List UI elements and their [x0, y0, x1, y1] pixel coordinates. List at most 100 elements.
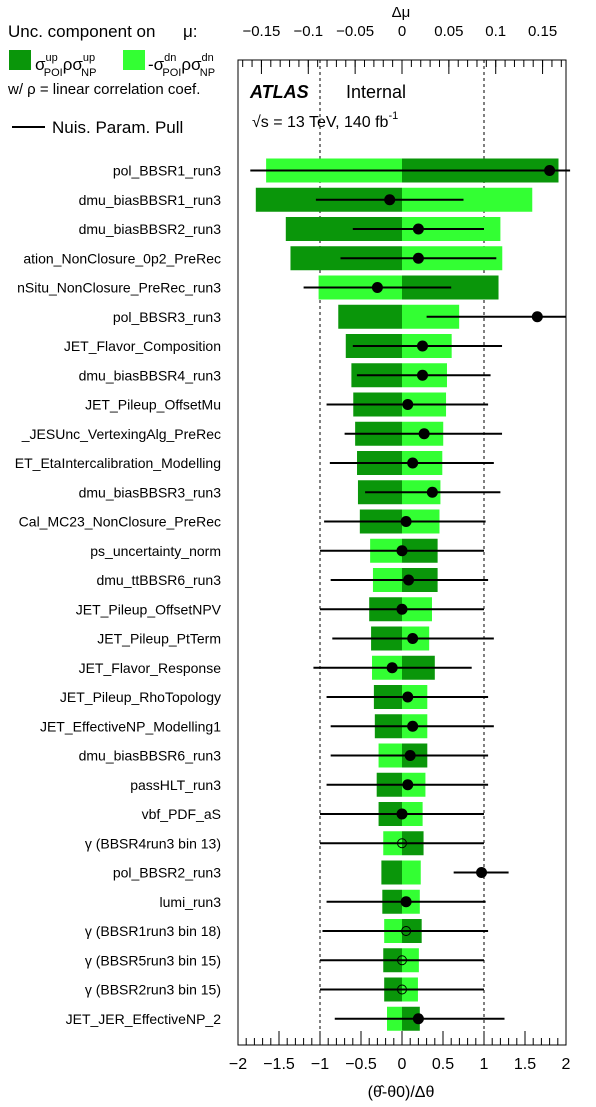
top-tick-label: 0.15 — [528, 23, 557, 40]
bottom-tick-label: 0 — [398, 1056, 407, 1073]
category-label: JET_JER_EffectiveNP_2 — [66, 1011, 222, 1027]
legend-down-swatch — [123, 50, 145, 70]
bottom-tick-label: −1 — [311, 1056, 329, 1073]
pull-marker — [418, 428, 430, 440]
pull-marker — [476, 867, 488, 878]
pull-marker — [412, 1013, 424, 1025]
pull-marker — [400, 896, 412, 908]
legend: Unc. component on μ: σup POIρσup NP -σdn PO… — [7, 22, 215, 137]
pull-marker — [386, 662, 398, 674]
category-label: γ (BBSR2run3 bin 15) — [85, 982, 221, 998]
category-label: γ (BBSR1run3 bin 18) — [85, 923, 221, 939]
legend-up-sub1: POI — [44, 67, 63, 79]
category-label: dmu_biasBBSR3_run3 — [79, 484, 222, 500]
legend-up-swatch — [9, 50, 31, 70]
category-label: lumi_run3 — [160, 894, 222, 910]
category-label: Cal_MC23_NonClosure_PreRec — [19, 514, 221, 530]
legend-dn-sub2: NP — [200, 67, 215, 79]
bar-up — [381, 860, 402, 885]
bar-up — [338, 304, 402, 329]
top-tick-label: −0.05 — [336, 23, 374, 40]
legend-up-sigma: σ — [35, 55, 46, 74]
category-label: dmu_biasBBSR1_run3 — [79, 192, 222, 208]
category-label: _JESUnc_VertexingAlg_PreRec — [21, 426, 221, 442]
pull-marker — [407, 633, 419, 644]
pull-marker — [397, 838, 407, 849]
bottom-tick-label: 2 — [562, 1056, 571, 1073]
pull-layer — [250, 165, 571, 1025]
category-label: γ (BBSR5run3 bin 15) — [85, 952, 221, 968]
bar-down — [402, 860, 421, 885]
pull-marker — [397, 984, 407, 995]
pull-marker — [417, 340, 428, 352]
pull-marker — [396, 545, 408, 557]
category-label: JET_Pileup_PtTerm — [97, 631, 221, 647]
pull-marker — [412, 252, 424, 264]
legend-up-sup2: up — [83, 52, 95, 64]
legend-dn-sigma: -σ — [148, 55, 165, 74]
category-label: dmu_ttBBSR6_run3 — [96, 572, 221, 588]
pull-marker — [400, 516, 412, 527]
top-tick-label: −0.15 — [242, 23, 280, 40]
category-label: nSitu_NonClosure_PreRec_run3 — [17, 280, 221, 296]
category-label: vbf_PDF_aS — [142, 806, 221, 822]
pull-marker — [426, 486, 438, 498]
pull-marker — [407, 720, 419, 732]
pull-marker — [397, 955, 407, 966]
category-label: ET_EtaIntercalibration_Modelling — [15, 455, 221, 471]
category-label: JET_Pileup_OffsetMu — [85, 397, 221, 413]
svg-text:√s = 13 TeV, 140 fb-1: √s = 13 TeV, 140 fb-1 — [252, 110, 398, 131]
category-label: ation_NonClosure_0p2_PreRec — [23, 250, 221, 266]
pull-marker — [407, 457, 419, 469]
atlas-label: ATLAS — [249, 82, 309, 102]
pull-marker — [396, 603, 408, 615]
legend-dn-sub1: POI — [162, 67, 181, 79]
bottom-tick-label: −2 — [229, 1056, 247, 1073]
top-tick-label: 0.1 — [485, 23, 506, 40]
pull-marker — [402, 779, 414, 791]
pull-marker — [384, 194, 396, 206]
category-label: JET_EffectiveNP_Modelling1 — [40, 718, 221, 734]
atlas-status: Internal — [346, 82, 406, 102]
pull-marker — [404, 750, 416, 761]
legend-rho-note: w/ ρ = linear correlation coef. — [7, 81, 200, 98]
category-labels: pol_BBSR1_run3 dmu_biasBBSR1_run3 dmu_bias… — [15, 163, 222, 1027]
pull-marker — [417, 369, 428, 381]
category-label: ps_uncertainty_norm — [90, 543, 221, 559]
bottom-tick-label: 0.5 — [432, 1056, 454, 1073]
pull-marker — [401, 926, 412, 936]
category-label: pol_BBSR3_run3 — [113, 309, 221, 325]
pull-marker — [531, 311, 543, 323]
category-label: passHLT_run3 — [130, 777, 221, 793]
pull-marker — [396, 808, 408, 820]
category-label: γ (BBSR4run3 bin 13) — [85, 835, 221, 851]
category-label: pol_BBSR1_run3 — [113, 163, 221, 179]
top-axis-title: Δμ — [392, 4, 411, 21]
legend-up-sup1: up — [46, 52, 58, 64]
legend-up-mid: ρσ — [63, 55, 84, 74]
pull-marker — [403, 574, 415, 586]
bottom-axis-title: (θ̂-θ0)/Δθ — [368, 1084, 435, 1101]
pull-marker — [412, 223, 424, 235]
energy-sup: -1 — [388, 110, 398, 122]
legend-dn-sup1: dn — [164, 52, 176, 64]
energy-label: √s = 13 TeV, 140 fb — [252, 114, 389, 131]
category-label: dmu_biasBBSR2_run3 — [79, 221, 222, 237]
category-label: JET_Flavor_Response — [79, 660, 222, 676]
legend-title: Unc. component on — [8, 22, 155, 41]
top-tick-label: −0.1 — [293, 23, 323, 40]
category-label: dmu_biasBBSR4_run3 — [79, 367, 222, 383]
category-label: JET_Pileup_OffsetNPV — [76, 601, 222, 617]
category-label: pol_BBSR2_run3 — [113, 865, 221, 881]
legend-pull-label: Nuis. Param. Pull — [52, 118, 183, 137]
pull-marker — [544, 165, 556, 176]
axes: −2 −1.5 −1 −0.5 0 0.5 1 1.5 2 −0.15 −0.1 −0.05 0 0.05… — [229, 23, 571, 1073]
category-label: JET_Pileup_RhoTopology — [60, 689, 221, 705]
category-label: dmu_biasBBSR6_run3 — [79, 748, 222, 764]
bottom-tick-label: −1.5 — [263, 1056, 295, 1073]
bottom-tick-label: 1.5 — [514, 1056, 536, 1073]
pull-marker — [371, 282, 383, 293]
